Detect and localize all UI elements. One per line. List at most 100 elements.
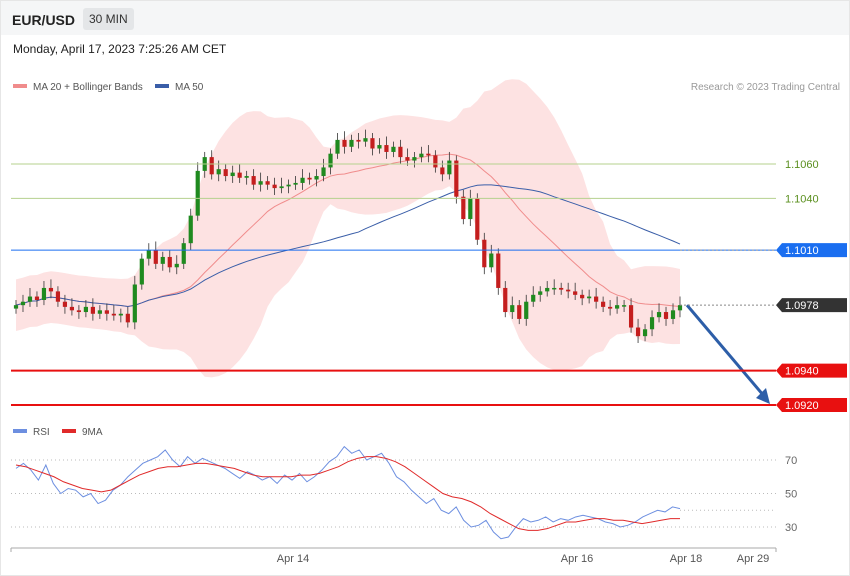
candle-body (125, 313, 130, 323)
candle-body (62, 301, 68, 307)
bollinger-band (16, 79, 680, 378)
candle-body (41, 287, 47, 300)
candle-body (195, 170, 200, 216)
candle-body (132, 284, 137, 323)
candle-body (223, 169, 228, 177)
candle-body (349, 139, 354, 147)
candle-body (27, 296, 33, 302)
rsi-tick-label: 50 (785, 489, 797, 501)
rsi-legend-label: RSI (33, 427, 50, 438)
candle-body (83, 306, 88, 313)
candle-body (405, 157, 410, 161)
candle-body (286, 184, 291, 187)
level-label-1.1060: 1.1060 (785, 159, 819, 171)
candle-body (468, 198, 473, 220)
candle-body (90, 306, 95, 314)
candle-body (13, 305, 19, 309)
candle-body (670, 310, 676, 319)
x-tick-label: Apr 14 (277, 553, 309, 565)
candle-body (139, 258, 144, 285)
candle-body (656, 312, 662, 318)
candle-body (307, 177, 312, 180)
candle-body (580, 294, 585, 299)
candle-body (552, 287, 557, 290)
candle-body (160, 256, 165, 264)
candle-body (496, 253, 501, 288)
candle-body (111, 313, 116, 316)
timeframe-badge[interactable]: 30 MIN (83, 8, 134, 30)
candle-body (524, 301, 529, 319)
candle-body (293, 182, 298, 185)
levels-layer: 1.1060 1.1040 1.1010 1.0978 1.0940 1.0920 (11, 159, 847, 412)
candle-body (614, 305, 620, 309)
candle-body (433, 155, 438, 168)
rsi-ma-legend-swatch (62, 429, 76, 433)
candle-body (412, 157, 417, 161)
candle-body (677, 305, 683, 311)
candle-body (517, 305, 522, 319)
top-bar: EUR/USD 30 MIN (1, 1, 849, 35)
candle-body (545, 287, 550, 292)
candle-body (146, 250, 151, 259)
x-tick-label: Apr 16 (561, 553, 593, 565)
candle-body (76, 310, 82, 313)
credit-text: Research © 2023 Trading Central (691, 82, 840, 93)
ma20-legend-label: MA 20 + Bollinger Bands (33, 82, 143, 93)
candle-body (628, 305, 634, 328)
level-tag-1.0940 (776, 363, 847, 378)
candle-body (635, 327, 641, 337)
rsi-ma-legend-label: 9MA (82, 427, 103, 438)
candle-body (55, 291, 61, 302)
candle-body (69, 306, 75, 311)
candle-body (321, 167, 326, 177)
candle-body (461, 196, 466, 220)
level-label-1.1040: 1.1040 (785, 193, 819, 205)
candle-body (475, 198, 480, 240)
candle-body (251, 176, 256, 185)
candle-body (391, 146, 396, 152)
x-axis: Apr 14 Apr 16 Apr 18 Apr 29 (10, 548, 777, 565)
level-tag-1.0978 (776, 298, 847, 313)
forecast-arrow (685, 304, 766, 397)
candle-body (440, 167, 445, 175)
candle-body (237, 172, 242, 178)
candle-body (153, 250, 158, 264)
candle-body (34, 296, 40, 300)
price-layer (13, 79, 770, 404)
candle-body (377, 145, 382, 149)
candle-body (454, 160, 459, 197)
level-label-1.0978: 1.0978 (785, 300, 819, 312)
candle-body (370, 138, 375, 149)
candle-body (258, 181, 263, 185)
level-label-1.1010: 1.1010 (785, 245, 819, 257)
candle-body (566, 289, 571, 292)
candle-body (244, 176, 249, 178)
candle-body (419, 153, 424, 158)
candle-body (510, 305, 515, 313)
ma50-legend-label: MA 50 (175, 82, 204, 93)
ma50-legend-swatch (155, 84, 169, 88)
rsi-tick-label: 70 (785, 455, 797, 467)
candle-body (356, 139, 361, 142)
candle-body (573, 291, 578, 295)
rsi-legend-swatch (13, 429, 27, 433)
candle-body (342, 139, 347, 147)
rsi-tick-label: 30 (785, 522, 797, 534)
candle-body (559, 287, 564, 290)
rsi-line (15, 445, 681, 540)
candle-body (335, 139, 340, 154)
candle-body (621, 305, 627, 307)
candle-body (649, 317, 655, 330)
timestamp: Monday, April 17, 2023 7:25:26 AM CET (13, 42, 227, 56)
candle-body (642, 329, 648, 337)
level-tag-1.1010 (776, 243, 847, 258)
candle-body (188, 215, 193, 244)
level-tag-1.0920 (776, 398, 847, 412)
candle-body (608, 306, 613, 309)
candle-body (230, 172, 235, 177)
candle-body (20, 301, 26, 306)
candle-body (174, 263, 179, 268)
candle-body (328, 153, 333, 168)
candle-body (167, 256, 172, 268)
candle-body (447, 160, 452, 175)
